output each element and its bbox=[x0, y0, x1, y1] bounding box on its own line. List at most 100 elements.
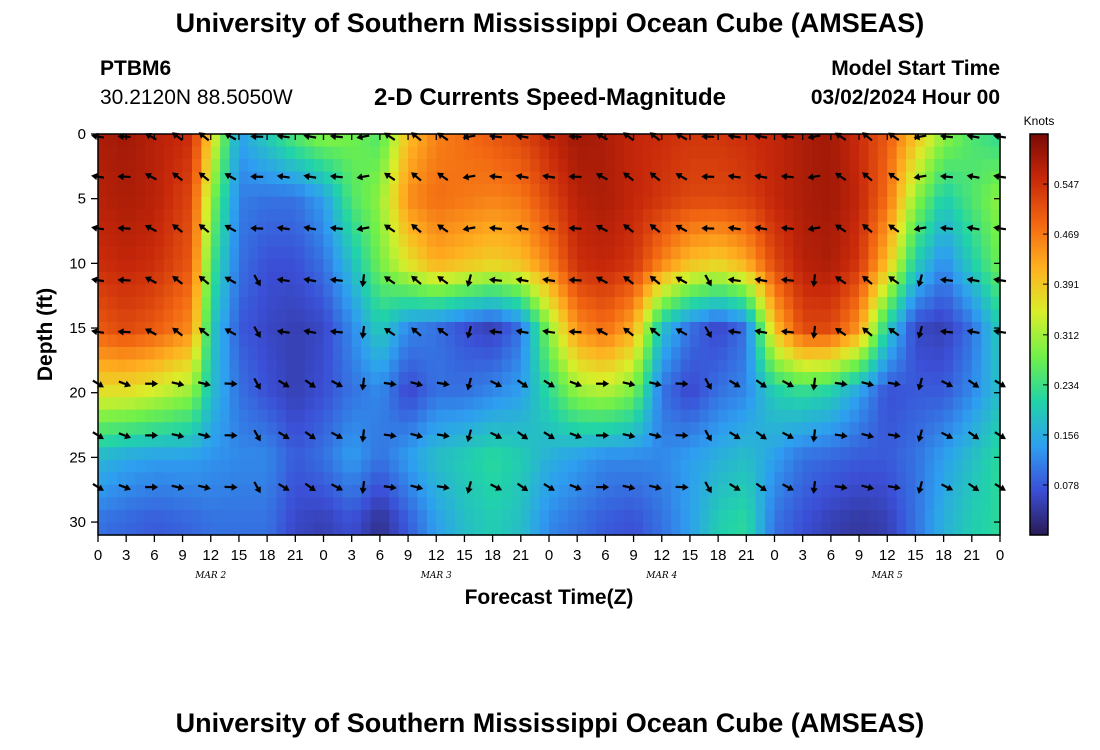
heat-cell bbox=[549, 334, 559, 348]
heat-cell bbox=[708, 497, 719, 511]
heat-cell bbox=[915, 359, 926, 373]
heat-cell bbox=[558, 296, 569, 311]
heat-cell bbox=[116, 509, 127, 524]
heat-cell bbox=[502, 309, 513, 323]
heat-cell bbox=[567, 384, 578, 398]
heat-cell bbox=[671, 246, 682, 260]
heat-cell bbox=[201, 234, 212, 248]
heat-cell bbox=[323, 196, 334, 210]
heat-cell bbox=[98, 509, 108, 524]
heat-cell bbox=[567, 134, 578, 148]
heat-cell bbox=[812, 296, 823, 311]
heat-cell bbox=[567, 334, 578, 348]
heat-cell bbox=[502, 422, 513, 436]
heat-cell bbox=[295, 484, 306, 499]
heat-cell bbox=[868, 284, 879, 298]
heat-cell bbox=[257, 522, 268, 536]
heat-cell bbox=[614, 321, 625, 336]
arrow-head bbox=[250, 224, 257, 232]
current-arrow bbox=[253, 326, 261, 339]
heat-cell bbox=[990, 422, 1001, 436]
heat-cell bbox=[154, 459, 165, 473]
heat-cell bbox=[285, 359, 296, 373]
heat-cell bbox=[520, 159, 531, 173]
current-arrow bbox=[224, 276, 237, 285]
heat-cell bbox=[436, 347, 447, 361]
arrow-head bbox=[172, 275, 180, 283]
heat-cell bbox=[633, 434, 644, 448]
heat-cell bbox=[323, 509, 334, 524]
heat-cell bbox=[981, 459, 992, 473]
arrow-head bbox=[276, 276, 284, 284]
heat-cell bbox=[736, 171, 747, 185]
heat-cell bbox=[896, 221, 907, 235]
heat-cell bbox=[511, 484, 522, 499]
heat-cell bbox=[408, 134, 419, 148]
heat-cell bbox=[577, 321, 588, 336]
heat-cell bbox=[455, 447, 466, 461]
heat-cell bbox=[295, 497, 306, 511]
x-tick-label: 21 bbox=[287, 547, 304, 564]
heat-cell bbox=[351, 284, 362, 298]
heat-cell bbox=[549, 284, 559, 298]
current-arrow bbox=[250, 224, 264, 232]
heat-cell bbox=[859, 259, 870, 273]
heat-cell bbox=[417, 472, 428, 486]
heat-cell bbox=[370, 484, 381, 499]
heat-cell bbox=[595, 146, 606, 160]
heat-cell bbox=[389, 484, 400, 499]
heat-cell bbox=[370, 509, 381, 524]
heat-cell bbox=[483, 434, 494, 448]
heat-cell bbox=[783, 171, 794, 185]
heat-cell bbox=[577, 447, 588, 461]
heat-cell bbox=[248, 134, 259, 148]
heat-cell bbox=[370, 196, 381, 210]
heat-cell bbox=[191, 497, 202, 511]
heat-cell bbox=[323, 497, 334, 511]
heat-cell bbox=[793, 234, 804, 248]
arrow-head bbox=[515, 328, 523, 336]
x-tick-label: 9 bbox=[855, 547, 863, 564]
heat-cell bbox=[370, 309, 381, 323]
current-arrow bbox=[145, 483, 159, 491]
heat-cell bbox=[173, 284, 184, 298]
heat-cell bbox=[736, 296, 747, 311]
heat-cell bbox=[379, 159, 390, 173]
heat-cell bbox=[107, 196, 118, 210]
heat-cell bbox=[567, 522, 578, 536]
heat-cell bbox=[492, 409, 503, 423]
heat-cell bbox=[906, 372, 917, 386]
heat-cell bbox=[830, 134, 841, 148]
arrow-head bbox=[231, 380, 238, 388]
heat-cell bbox=[821, 434, 832, 448]
heat-cell bbox=[962, 347, 973, 361]
heat-cell bbox=[464, 372, 475, 386]
heat-cell bbox=[586, 397, 597, 411]
heat-cell bbox=[351, 259, 362, 273]
heat-cell bbox=[943, 484, 954, 499]
current-arrow bbox=[834, 276, 847, 285]
heat-cell bbox=[953, 146, 964, 160]
arrow-head bbox=[117, 328, 124, 336]
heat-cell bbox=[154, 409, 165, 423]
heat-cell bbox=[849, 196, 860, 210]
arrow-head bbox=[443, 432, 450, 440]
heat-cell bbox=[267, 397, 278, 411]
heat-cell bbox=[736, 309, 747, 323]
heat-cell bbox=[689, 422, 700, 436]
heat-cell bbox=[943, 184, 954, 198]
heat-cell bbox=[689, 284, 700, 298]
heat-cell bbox=[549, 472, 559, 486]
heat-cell bbox=[689, 397, 700, 411]
heat-cell bbox=[990, 372, 1001, 386]
heat-cell bbox=[802, 284, 813, 298]
heat-cell bbox=[210, 447, 221, 461]
current-arrow bbox=[278, 482, 290, 491]
heat-cell bbox=[671, 384, 682, 398]
heat-cell bbox=[661, 472, 672, 486]
heat-cell bbox=[549, 434, 559, 448]
heat-cell bbox=[135, 284, 146, 298]
heat-cell bbox=[210, 321, 221, 336]
heat-cell bbox=[840, 484, 851, 499]
heat-cell bbox=[981, 134, 992, 148]
